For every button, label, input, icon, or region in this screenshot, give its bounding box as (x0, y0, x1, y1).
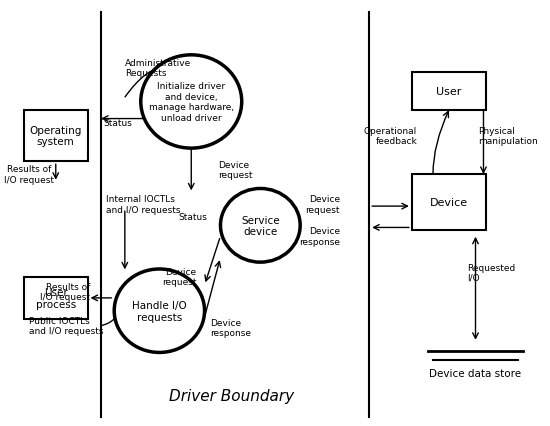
Text: Physical
manipulation: Physical manipulation (478, 127, 538, 146)
Text: Initialize driver
and device,
manage hardware,
unload driver: Initialize driver and device, manage har… (148, 82, 234, 122)
Text: Service
device: Service device (241, 215, 279, 236)
Text: Status: Status (103, 119, 133, 128)
Text: Results of
I/O request: Results of I/O request (4, 165, 54, 184)
Text: Internal IOCTLs
and I/O requests: Internal IOCTLs and I/O requests (106, 195, 181, 214)
Text: Operational
feedback: Operational feedback (364, 127, 417, 146)
Text: Device
request: Device request (305, 195, 340, 214)
Text: Results of
I/O request: Results of I/O request (40, 282, 90, 302)
Text: Handle I/O
requests: Handle I/O requests (132, 300, 187, 322)
FancyBboxPatch shape (24, 277, 87, 320)
Text: Driver Boundary: Driver Boundary (168, 388, 294, 403)
Text: Device data store: Device data store (430, 368, 521, 378)
Ellipse shape (141, 56, 242, 149)
Text: Requested
I/O: Requested I/O (468, 263, 516, 282)
Text: User: User (436, 86, 461, 97)
Text: Status: Status (178, 213, 207, 222)
FancyBboxPatch shape (412, 72, 486, 111)
Text: Device: Device (430, 197, 468, 207)
Text: Operating
system: Operating system (30, 126, 82, 147)
Text: Device
request: Device request (218, 161, 252, 180)
Text: Administrative
Requests: Administrative Requests (125, 58, 191, 78)
FancyBboxPatch shape (412, 175, 486, 230)
Text: User
process: User process (36, 288, 76, 309)
Text: Public IOCTLs
and I/O requests: Public IOCTLs and I/O requests (29, 316, 104, 336)
Text: Device
request: Device request (162, 267, 196, 287)
FancyBboxPatch shape (24, 111, 87, 162)
Text: Device
response: Device response (299, 227, 340, 246)
Ellipse shape (114, 269, 205, 353)
Ellipse shape (221, 189, 300, 262)
Text: Device
response: Device response (210, 318, 251, 338)
